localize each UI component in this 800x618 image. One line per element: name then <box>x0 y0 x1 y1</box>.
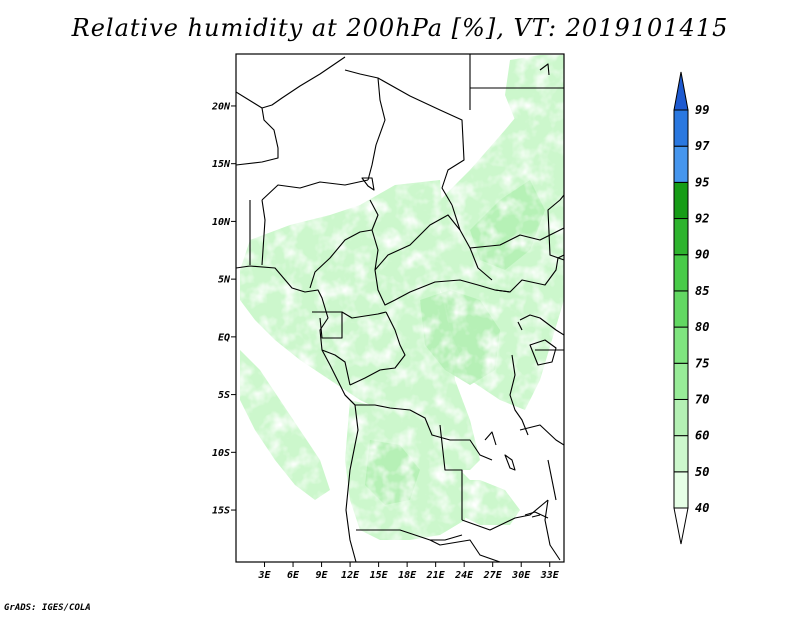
colorbar-label: 85 <box>695 284 709 298</box>
lon-tick-label: 12E <box>341 570 360 581</box>
lon-tick-label: 33E <box>540 570 560 581</box>
lat-tick-label: 5N <box>218 275 231 286</box>
lat-tick-label: 10S <box>212 448 230 459</box>
border-congo-gabon-south <box>321 349 351 386</box>
border-lake-victoria <box>529 339 557 366</box>
colorbar-label: 99 <box>695 103 709 117</box>
colorbar-box <box>673 471 689 509</box>
border-nigeria-cameroon <box>309 199 379 289</box>
humidity-field <box>236 54 564 562</box>
colorbar-box <box>673 326 689 364</box>
lat-tick-label: 5S <box>218 390 230 401</box>
border-north-nile <box>539 63 550 76</box>
border-west-coast <box>236 265 359 562</box>
lon-tick-label: 27E <box>483 570 503 581</box>
colorbar: 40 50 60 70 75 80 85 90 92 95 97 99 <box>673 71 710 545</box>
colorbar-label: 80 <box>695 320 709 334</box>
colorbar-box <box>673 181 689 220</box>
border-lake-chad <box>361 177 375 191</box>
border-zambia-zimbabwe <box>461 499 549 531</box>
border-lake-kariba <box>504 454 516 471</box>
border-namibia-botswana <box>429 539 501 562</box>
lat-tick-label: 20N <box>211 101 231 112</box>
lon-tick-label: 6E <box>287 570 300 581</box>
colorbar-label: 50 <box>695 465 709 479</box>
colorbar-box <box>673 398 689 437</box>
border-sudan-southsudan <box>469 227 564 249</box>
map-frame <box>235 53 565 563</box>
lon-tick-label: 30E <box>511 570 531 581</box>
country-borders <box>236 54 564 562</box>
colorbar-box <box>673 109 689 147</box>
lon-tick-label: 9E <box>316 570 329 581</box>
lat-tick-label: 15N <box>212 159 231 170</box>
colorbar-box <box>673 218 689 256</box>
credit-label: GrADS: IGES/COLA <box>4 603 91 613</box>
border-chad-sudan-north <box>377 77 465 206</box>
lon-tick-label: 24E <box>454 570 474 581</box>
colorbar-box <box>673 145 689 183</box>
colorbar-box <box>673 435 689 473</box>
longitude-axis: 3E 6E 9E 12E 15E 18E 21E 24E 27E 30E 33E <box>257 562 560 581</box>
border-tanzania <box>519 424 564 446</box>
colorbar-label: 70 <box>695 392 709 406</box>
lon-tick-label: 18E <box>398 570 417 581</box>
border-lake-albert <box>517 321 523 331</box>
page-title: Relative humidity at 200hPa [%], VT: 201… <box>71 14 729 42</box>
colorbar-lower-triangle <box>673 507 689 545</box>
colorbar-box <box>673 254 689 292</box>
colorbar-label: 60 <box>695 429 709 443</box>
border-chad-sudan <box>451 204 461 231</box>
lat-tick-label: EQ <box>218 332 230 343</box>
border-lake-malawi <box>524 511 549 519</box>
border-lake-tanganyika <box>509 354 529 436</box>
border-malawi <box>547 459 557 501</box>
texture-overlay <box>236 54 564 562</box>
border-car-drc <box>374 269 511 306</box>
colorbar-label: 92 <box>695 212 709 226</box>
border-nigeria-niger <box>261 179 369 201</box>
lat-tick-label: 10N <box>212 217 231 228</box>
border-congo-drc <box>349 311 406 386</box>
border-mozambique <box>544 499 561 561</box>
border-cameroon-congo <box>312 311 387 319</box>
border-east-coast <box>547 194 564 261</box>
colorbar-label: 95 <box>695 175 709 189</box>
border-niger-south <box>236 107 279 166</box>
border-uganda <box>519 314 564 351</box>
colorbar-upper-triangle <box>673 71 689 111</box>
colorbar-label: 40 <box>695 501 709 515</box>
border-benin-togo <box>249 199 266 266</box>
colorbar-box <box>673 362 689 400</box>
border-chad-car <box>371 214 493 281</box>
border-lake-mweru <box>484 431 497 446</box>
lon-tick-label: 15E <box>370 570 389 581</box>
colorbar-label: 90 <box>695 248 709 262</box>
lon-tick-label: 3E <box>257 570 271 581</box>
border-angola-zambia <box>439 424 463 520</box>
border-drc-angola <box>344 394 493 461</box>
lon-tick-label: 21E <box>426 570 446 581</box>
colorbar-box <box>673 290 689 328</box>
colorbar-label: 97 <box>695 139 710 153</box>
lat-tick-label: 15S <box>212 506 230 517</box>
colorbar-label: 75 <box>695 356 709 370</box>
latitude-axis: 20N 15N 10N 5N EQ 5S 10S 15S <box>211 101 236 517</box>
border-niger-chad <box>344 69 386 181</box>
